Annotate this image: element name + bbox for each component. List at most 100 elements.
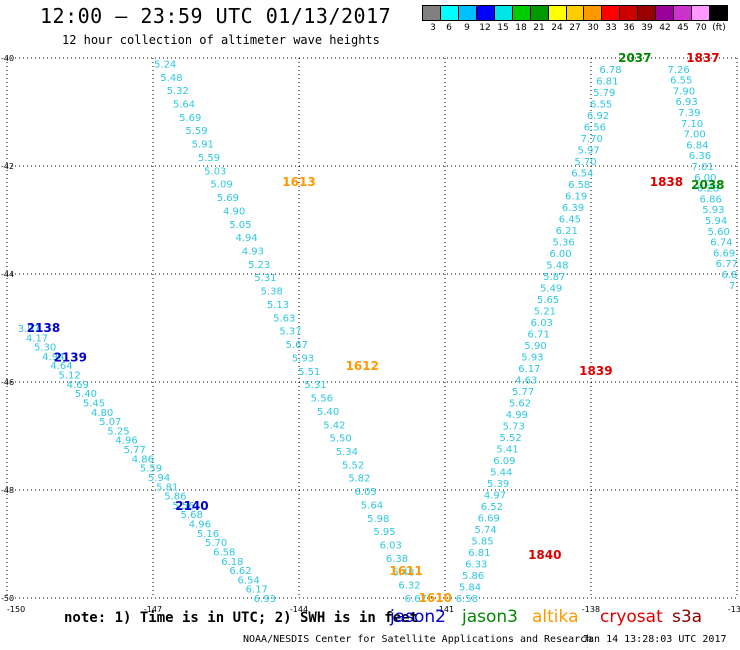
pass-label: 1838 [650,175,683,189]
wave-height-value: 6.48 [392,567,414,578]
x-tick-label: -144 [290,605,308,614]
wave-height-value: 5.98 [367,514,389,525]
credit-line: NOAA/NESDIS Center for Satellite Applica… [243,634,593,645]
wave-height-value: 6.03 [531,318,553,329]
wave-height-value: 4.17 [26,333,48,344]
wave-height-value: 4.86 [132,454,154,465]
wave-height-value: 6.17 [246,585,268,596]
y-tick-label: -50 [1,594,14,603]
colorbar-label: 6 [446,23,452,33]
wave-height-value: 5.36 [553,237,575,248]
colorbar-label: 12 [479,23,491,33]
colorbar: 3 6 9 12 15 18 21 24 27 30 33 36 39 42 45 70 (ft) [422,5,728,37]
wave-height-value: 5.64 [361,500,383,511]
colorbar-label: 70 [695,23,707,33]
wave-height-value: 5.62 [509,398,531,409]
pass-label: 1840 [528,548,561,562]
wave-height-value: 5.09 [210,180,232,191]
wave-height-value: 6.8 [722,270,738,281]
legend-item-jason2: jason2 [390,607,446,627]
wave-height-value: 5.37 [279,327,301,338]
wave-height-value: 5.49 [540,283,562,294]
pass-label: 2038 [691,178,724,192]
colorbar-swatch [566,6,585,20]
wave-height-value: 5.59 [185,126,207,137]
pass-label: 1837 [686,51,719,65]
wave-height-value: 6.28 [697,184,719,195]
wave-height-value: 5.65 [537,295,559,306]
wave-height-value: 5.39 [487,479,509,490]
wave-height-value: 6.62 [229,566,251,577]
y-tick-label: -40 [1,54,14,63]
wave-height-value: 5.51 [298,367,320,378]
wave-height-value: 6.52 [481,502,503,513]
wave-height-value: 6.17 [518,364,540,375]
wave-height-value: 5.93 [702,205,724,216]
pass-label: 1611 [389,564,422,578]
colorbar-swatch [512,6,531,20]
wave-height-value: 5.73 [503,421,525,432]
wave-height-value: 6.78 [599,65,621,76]
wave-height-value: 7.39 [678,108,700,119]
wave-height-value: 5.40 [75,389,97,400]
wave-height-value: 6.84 [686,140,708,151]
wave-height-value: 6.77 [716,259,738,270]
wave-height-value: 6.54 [571,168,593,179]
wave-height-value: 5.56 [311,394,333,405]
colorbar-label: 24 [551,23,563,33]
wave-height-value: 7.01 [692,162,714,173]
units-note: note: 1) Time is in UTC; 2) SWH is in fe… [64,610,419,626]
colorbar-swatches [422,5,728,21]
wave-height-value: 5.41 [496,444,518,455]
colorbar-swatch [423,6,441,20]
wave-height-value: 6.39 [562,203,584,214]
wave-height-value: 5.93 [521,352,543,363]
colorbar-label: 30 [587,23,599,33]
wave-height-value: 5.52 [342,460,364,471]
wave-height-value: 5.16 [197,529,219,540]
colorbar-swatch [530,6,549,20]
wave-height-value: 5.82 [348,474,370,485]
colorbar-label: 33 [605,23,617,33]
legend-item-jason3: jason3 [462,607,518,627]
wave-height-value: 5.90 [524,341,546,352]
wave-height-value: 6.69 [713,248,735,259]
wave-height-value: 5.12 [58,371,80,382]
colorbar-label: 36 [623,23,635,33]
pass-label: 2037 [618,51,651,65]
colorbar-label: 15 [497,23,509,33]
wave-height-value: 5.42 [323,420,345,431]
wave-height-value: 5.86 [164,492,186,503]
colorbar-swatch [674,6,693,20]
wave-height-value: 6.36 [689,151,711,162]
wave-height-value: 5.31 [304,380,326,391]
wave-height-value: 5.40 [317,407,339,418]
x-tick-label: -138 [582,605,600,614]
colorbar-swatch [458,6,477,20]
colorbar-swatch [620,6,639,20]
colorbar-labels: 3 6 9 12 15 18 21 24 27 30 33 36 39 42 45 70 (ft) [422,21,728,35]
wave-height-value: 5.94 [148,473,170,484]
wave-height-value: 6.18 [221,557,243,568]
wave-height-value: 5.45 [83,398,105,409]
wave-height-value: 6.67 [405,594,427,605]
wave-height-value: 5.48 [160,73,182,84]
wave-height-value: 5.38 [261,287,283,298]
legend-item-cryosat: cryosat [600,607,663,627]
wave-height-value: 6.86 [700,194,722,205]
wave-height-value: 4.93 [242,247,264,258]
wave-height-value: 5.81 [156,482,178,493]
wave-height-value: 5.79 [593,88,615,99]
wave-height-value: 6.74 [710,238,732,249]
wave-height-value: 3.97 [18,324,40,335]
wave-height-value: 5.60 [708,227,730,238]
wave-height-value: 4.94 [235,233,257,244]
wave-height-value: 5.24 [154,59,176,70]
wave-height-value: 5.52 [499,433,521,444]
wave-height-value: 4.64 [50,361,72,372]
wave-height-value: 6.56 [584,122,606,133]
wave-height-value: 6.81 [468,548,490,559]
wave-height-value: 7.90 [673,86,695,97]
wave-height-value: 4.96 [189,520,211,531]
